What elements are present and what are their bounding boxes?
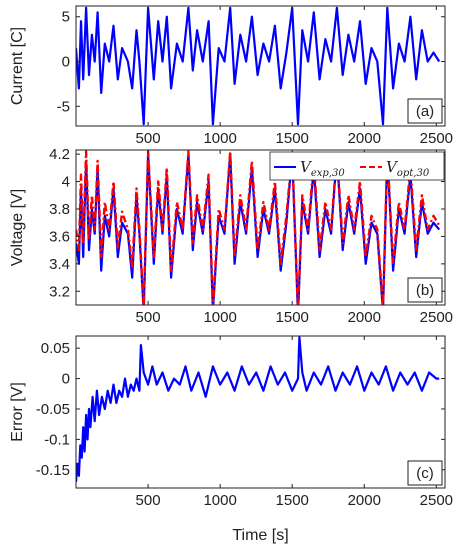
x-tick-label: 1500 bbox=[276, 309, 309, 326]
panel-tag-box bbox=[407, 98, 443, 124]
y-tick-label: 4 bbox=[62, 174, 70, 191]
x-tick-label: 500 bbox=[136, 492, 161, 509]
plot-area bbox=[76, 6, 445, 126]
plot-area bbox=[76, 336, 445, 488]
y-tick-label: 4.2 bbox=[49, 146, 70, 163]
y-tick-label: 3.8 bbox=[49, 201, 70, 218]
axes-frame bbox=[75, 335, 446, 489]
series-line-1 bbox=[76, 6, 441, 126]
legend-label: Vexp,30 bbox=[300, 158, 345, 179]
x-tick-label: 1000 bbox=[203, 309, 236, 326]
y-tick-label: -5 bbox=[57, 98, 70, 115]
panel-tag-box bbox=[407, 277, 443, 303]
x-tick-label: 500 bbox=[136, 130, 161, 147]
x-tick-label: 2000 bbox=[348, 309, 381, 326]
x-axis-label: Time [s] bbox=[232, 527, 288, 544]
y-tick-label: 0 bbox=[62, 54, 70, 71]
legend-box bbox=[269, 151, 445, 181]
y-tick-label: 5 bbox=[62, 9, 70, 26]
x-tick-label: 1500 bbox=[276, 130, 309, 147]
x-tick-label: 500 bbox=[136, 309, 161, 326]
y-axis-label: Current [C] bbox=[9, 27, 26, 105]
y-tick-label: 0 bbox=[62, 371, 70, 388]
panel-1: 500 1000 1500 2000 2500 -5 0 5 Current [C] (a) bbox=[9, 5, 453, 147]
y-tick-label: -0.05 bbox=[36, 401, 70, 418]
panel-tag: (b) bbox=[416, 282, 434, 299]
x-tick-label: 1000 bbox=[203, 130, 236, 147]
y-tick-label: -0.15 bbox=[36, 462, 70, 479]
panel-3: 500 1000 1500 2000 2500 -0.15 -0.1 -0.05 0 0.05 Er… bbox=[9, 335, 453, 544]
x-tick-label: 1500 bbox=[276, 492, 309, 509]
y-tick-label: 0.05 bbox=[41, 340, 70, 357]
y-axis-label: Error [V] bbox=[9, 382, 26, 442]
panel-tag: (c) bbox=[416, 465, 434, 482]
y-tick-label: 3.4 bbox=[49, 256, 70, 273]
axes-frame bbox=[75, 149, 446, 306]
axes-frame bbox=[75, 5, 446, 127]
x-tick-label: 2500 bbox=[420, 130, 453, 147]
panel-tag: (a) bbox=[416, 103, 434, 120]
series-line-2 bbox=[76, 150, 441, 305]
y-tick-label: -0.1 bbox=[44, 431, 70, 448]
panel-2: 500 1000 1500 2000 2500 3.2 3.4 3.6 3.8 4 4.2 Volta… bbox=[9, 146, 453, 326]
x-tick-label: 2000 bbox=[348, 492, 381, 509]
y-tick-label: 3.2 bbox=[49, 283, 70, 300]
x-tick-label: 2500 bbox=[420, 309, 453, 326]
panel-tag-box bbox=[407, 460, 443, 486]
series-line-1 bbox=[76, 336, 440, 482]
x-tick-label: 1000 bbox=[203, 492, 236, 509]
y-axis-label: Voltage [V] bbox=[9, 189, 26, 266]
y-tick-label: 3.6 bbox=[49, 228, 70, 245]
legend-label: Vopt,30 bbox=[386, 158, 430, 179]
x-tick-label: 2000 bbox=[348, 130, 381, 147]
x-tick-label: 2500 bbox=[420, 492, 453, 509]
